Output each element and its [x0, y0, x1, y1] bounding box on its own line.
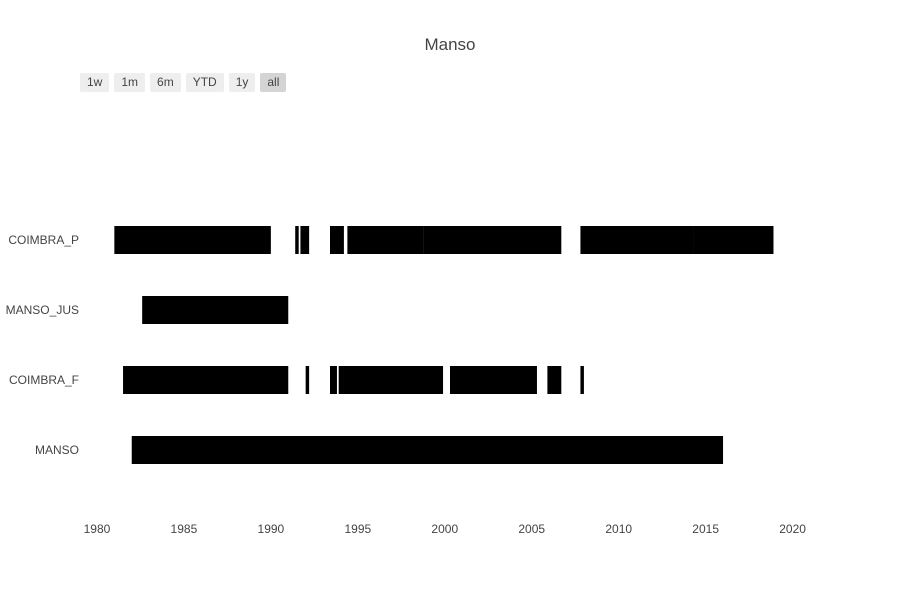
segment-coimbra-p-0[interactable] [114, 226, 271, 254]
series-manso-jus: MANSO_JUS [6, 296, 289, 324]
range-button-all[interactable]: all [260, 73, 287, 92]
segment-coimbra-p-7[interactable] [693, 226, 774, 254]
x-tick-label: 2005 [518, 522, 545, 536]
x-tick-label: 1990 [258, 522, 285, 536]
segment-coimbra-f-1[interactable] [305, 366, 310, 394]
segment-coimbra-p-3[interactable] [330, 226, 344, 254]
range-selector: 1w 1m 6m YTD 1y all [80, 73, 291, 92]
y-label-coimbra-f: COIMBRA_F [9, 373, 79, 387]
series-coimbra-p: COIMBRA_P [8, 226, 774, 254]
range-button-1w[interactable]: 1w [80, 73, 110, 92]
x-tick-label: 1980 [84, 522, 111, 536]
segment-coimbra-f-5[interactable] [547, 366, 562, 394]
segment-coimbra-p-1[interactable] [295, 226, 299, 254]
segment-coimbra-f-4[interactable] [450, 366, 537, 394]
series-coimbra-f: COIMBRA_F [9, 366, 584, 394]
range-button-6m[interactable]: 6m [150, 73, 181, 92]
x-tick-label: 2020 [779, 522, 806, 536]
x-axis: 1980 1985 1990 1995 2000 2005 2010 2015 2020 [84, 522, 807, 536]
range-button-1m[interactable]: 1m [114, 73, 146, 92]
segment-coimbra-p-6[interactable] [580, 226, 694, 254]
x-tick-label: 2010 [605, 522, 632, 536]
range-button-1y[interactable]: 1y [228, 73, 256, 92]
x-tick-label: 2000 [431, 522, 458, 536]
x-tick-label: 1985 [171, 522, 198, 536]
y-label-coimbra-p: COIMBRA_P [8, 233, 79, 247]
chart-title: Manso [424, 35, 476, 54]
segment-coimbra-f-3[interactable] [338, 366, 444, 394]
segment-coimbra-f-2[interactable] [330, 366, 337, 394]
x-tick-label: 1995 [344, 522, 371, 536]
x-tick-label: 2015 [692, 522, 719, 536]
segment-coimbra-f-0[interactable] [123, 366, 289, 394]
segment-coimbra-f-6[interactable] [580, 366, 584, 394]
series-manso: MANSO [35, 436, 724, 464]
y-label-manso-jus: MANSO_JUS [6, 303, 79, 317]
segment-manso-0[interactable] [131, 436, 724, 464]
segment-coimbra-p-4[interactable] [347, 226, 424, 254]
y-label-manso: MANSO [35, 443, 79, 457]
range-button-ytd[interactable]: YTD [185, 73, 224, 92]
segment-coimbra-p-2[interactable] [300, 226, 310, 254]
segment-coimbra-p-5[interactable] [423, 226, 562, 254]
segment-manso-jus-0[interactable] [142, 296, 289, 324]
